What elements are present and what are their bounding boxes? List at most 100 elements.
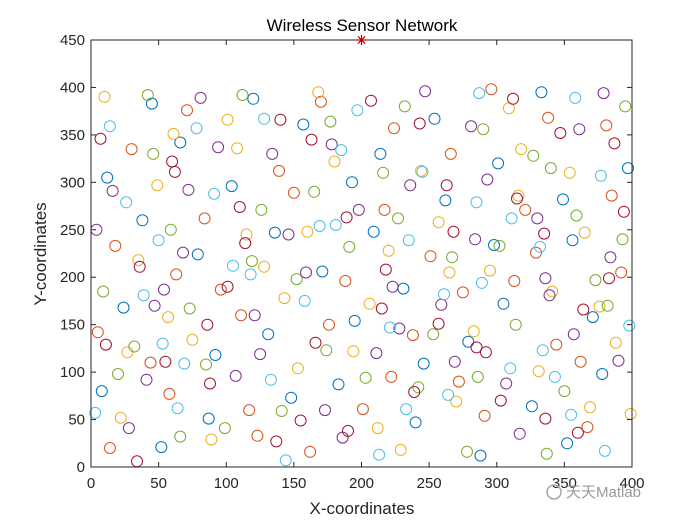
sensor-node-point [438, 288, 450, 301]
sensor-node-point [95, 385, 108, 398]
sensor-node-point [117, 301, 130, 314]
sensor-node-point [268, 226, 281, 239]
sensor-node-point [191, 248, 204, 261]
sensor-node-point [243, 404, 256, 417]
sensor-node-point [554, 127, 567, 139]
sensor-node-point [319, 404, 331, 417]
sensor-node-point [174, 136, 187, 149]
sensor-node-point [385, 370, 398, 383]
sensor-node-point [394, 443, 407, 456]
x-tick-label: 100 [214, 475, 239, 492]
sensor-node-point [312, 86, 325, 99]
sensor-node-point [543, 289, 556, 302]
watermark: 天天Matlab [546, 484, 641, 501]
scatter-marks [89, 83, 637, 468]
sensor-node-point [469, 233, 482, 246]
sensor-node-point [557, 193, 569, 206]
sensor-node-point [615, 266, 628, 279]
sensor-node-point [603, 272, 615, 285]
sensor-node-point [440, 179, 453, 192]
sensor-node-point [236, 89, 249, 101]
sensor-node-point [151, 179, 164, 192]
sensor-node-point [279, 454, 292, 467]
sensor-node-point [103, 442, 116, 454]
sensor-node-point [508, 275, 521, 287]
sensor-node-point [578, 226, 591, 239]
sensor-node-point [402, 234, 415, 247]
sensor-node-point [264, 373, 277, 386]
sensor-node-point [504, 362, 517, 375]
y-tick-label: 50 [68, 412, 85, 429]
sensor-node-point [492, 157, 505, 170]
sensor-node-point [200, 358, 212, 371]
sensor-node-point [262, 328, 275, 341]
sensor-node-point [379, 263, 392, 276]
sensor-node-point [513, 427, 526, 440]
sensor-node-point [452, 375, 465, 388]
sensor-node-point [274, 113, 287, 126]
sensor-node-point [254, 348, 267, 361]
sensor-node-point [282, 228, 295, 241]
sensor-node-point [291, 362, 304, 375]
sensor-node-point [419, 85, 432, 98]
y-tick-label: 350 [60, 127, 85, 144]
sensor-node-point [570, 209, 583, 222]
sensor-node-point [356, 403, 369, 416]
x-axis-label: X-coordinates [310, 499, 415, 518]
sensor-node-point [240, 228, 253, 241]
sensor-node-point [507, 92, 519, 105]
sensor-node-point [500, 377, 513, 390]
sensor-node-point [182, 183, 195, 196]
sensor-node-point [94, 132, 107, 145]
sensor-node-point [427, 328, 440, 341]
x-tick-label: 350 [552, 475, 577, 492]
sensor-node-point [98, 90, 111, 103]
sensor-node-point [479, 346, 492, 359]
sensor-node-point [432, 317, 445, 330]
sensor-node-point [122, 422, 135, 435]
x-tick-label: 250 [417, 475, 442, 492]
sensor-node-point [484, 264, 496, 277]
sensor-node-point [373, 448, 386, 461]
sensor-node-point [147, 147, 160, 160]
sensor-node-point [248, 309, 261, 322]
sensor-node-point [536, 344, 549, 357]
sensor-node-point [244, 268, 257, 281]
sink-node-marker [356, 35, 367, 45]
sensor-node-point [352, 203, 365, 216]
sensor-node-point [370, 347, 383, 360]
sensor-node-point [474, 449, 487, 462]
sensor-node-point [359, 371, 372, 384]
sensor-node-point [335, 144, 348, 157]
sensor-node-point [377, 166, 390, 179]
sensor-node-point [519, 203, 532, 216]
sensor-node-point [548, 370, 561, 383]
sensor-node-point [462, 335, 475, 348]
sensor-node-point [348, 314, 361, 327]
sensor-node-point [363, 297, 376, 310]
sensor-node-point [598, 444, 611, 457]
sensor-node-point [106, 184, 119, 197]
sensor-node-point [563, 166, 576, 179]
sensor-node-point [392, 212, 404, 225]
sensor-node-point [446, 251, 459, 264]
sensor-node-point [221, 113, 234, 126]
sensor-node-point [221, 280, 234, 293]
sensor-node-point [400, 403, 413, 416]
sensor-node-point [137, 289, 150, 302]
sensor-node-point [597, 87, 610, 100]
sensor-node-point [586, 311, 599, 324]
sensor-node-point [294, 414, 307, 427]
sensor-node-point [443, 266, 456, 279]
sensor-node-point [342, 424, 354, 437]
sensor-node-point [566, 234, 579, 247]
sensor-node-point [623, 319, 636, 332]
sensor-node-point [450, 395, 463, 408]
sensor-node-point [596, 368, 609, 380]
sensor-node-point [171, 402, 184, 415]
sensor-node-point [239, 237, 252, 250]
sensor-node-point [309, 336, 322, 349]
sensor-node-point [164, 223, 177, 236]
sensor-node-point [324, 115, 337, 128]
sensor-node-point [406, 329, 419, 342]
